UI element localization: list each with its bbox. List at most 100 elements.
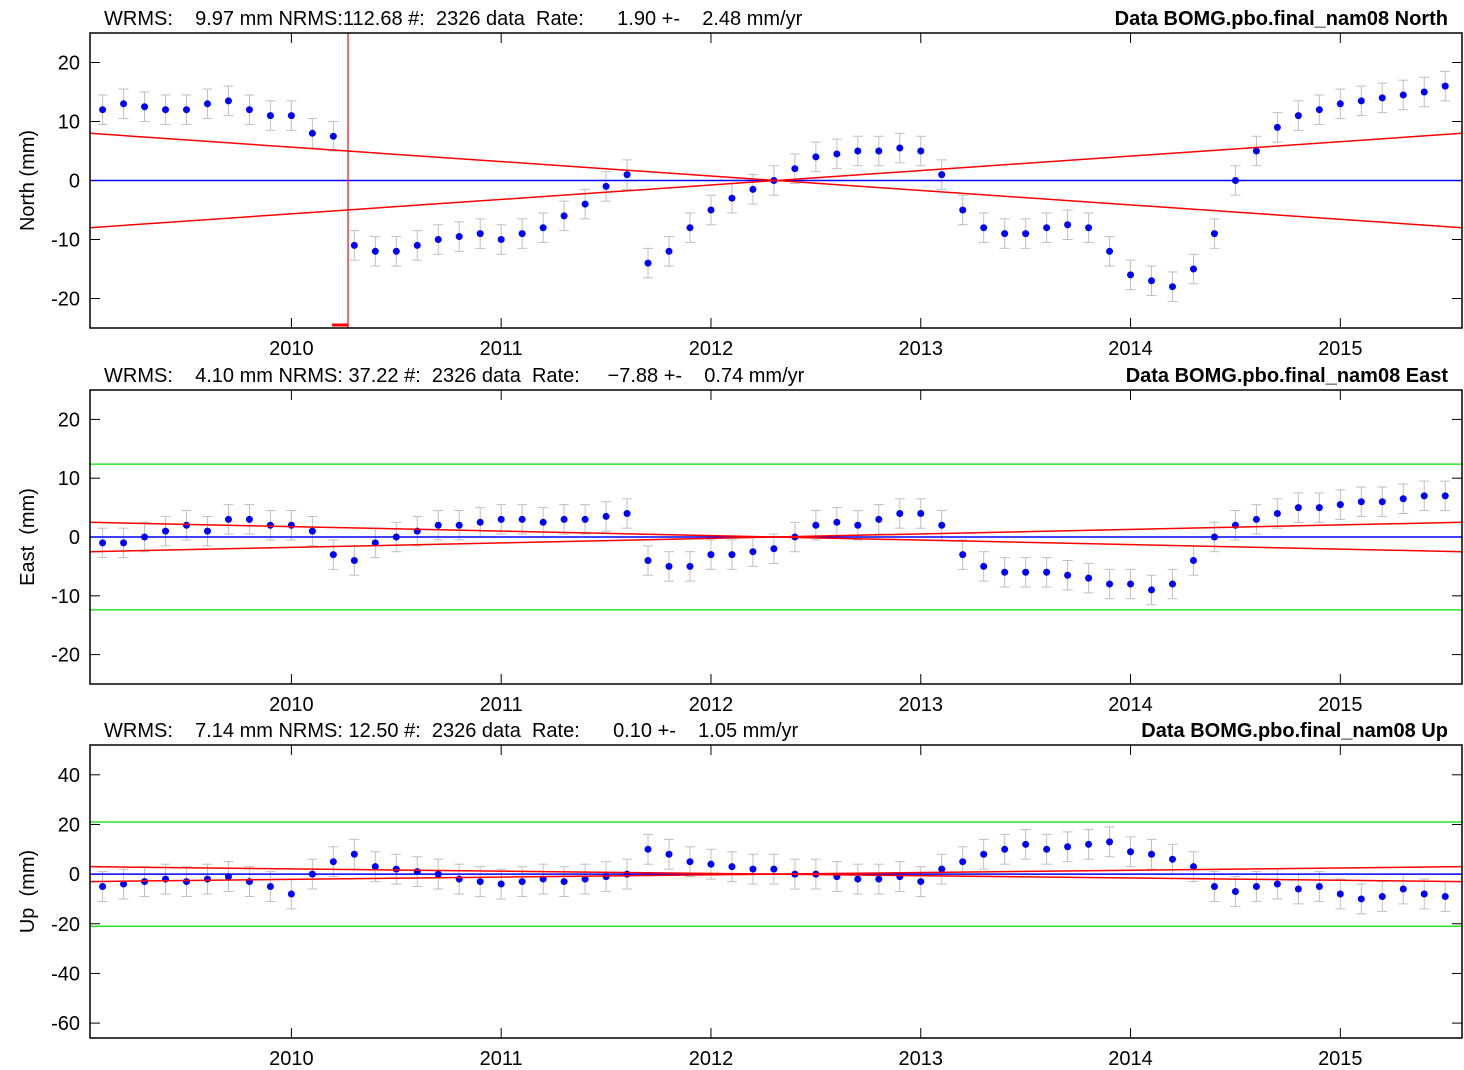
data-point [938, 521, 946, 529]
data-point [1420, 890, 1428, 898]
data-point [959, 858, 967, 866]
y-tick-label: 0 [69, 527, 80, 549]
x-tick-label: 2014 [1108, 338, 1153, 360]
y-tick-label: 20 [58, 409, 80, 431]
data-point [1252, 883, 1260, 891]
data-point [497, 880, 505, 888]
data-point [392, 865, 400, 873]
data-point [203, 100, 211, 108]
data-point [728, 551, 736, 559]
data-point [1043, 224, 1051, 232]
data-point [183, 878, 191, 886]
data-point [1336, 890, 1344, 898]
y-tick-label: -20 [51, 645, 80, 667]
data-point [350, 557, 358, 565]
data-point [1064, 843, 1072, 851]
x-tick-label: 2011 [480, 338, 523, 360]
data-point [1378, 498, 1386, 506]
data-point [1210, 883, 1218, 891]
data-point [1127, 580, 1135, 588]
data-point [1273, 509, 1281, 517]
data-point [1085, 574, 1093, 582]
x-tick-label: 2010 [269, 694, 314, 716]
data-point [875, 875, 883, 883]
plot-frame [89, 389, 1463, 685]
data-point [350, 850, 358, 858]
data-point [434, 521, 442, 529]
data-point [665, 562, 673, 570]
data-point [980, 850, 988, 858]
data-point [1252, 147, 1260, 155]
data-point [1168, 855, 1176, 863]
data-point [959, 206, 967, 214]
data-point [728, 863, 736, 871]
stats: WRMS: 7.14 mm NRMS: 12.50 #: 2326 data R… [104, 720, 799, 742]
y-axis-label: North (mm) [17, 130, 39, 231]
data-point [120, 880, 128, 888]
data-point [539, 224, 547, 232]
panel-title: Data BOMG.pbo.final_nam08 East [1126, 365, 1449, 387]
data-point [1043, 845, 1051, 853]
data-point [371, 247, 379, 255]
data-point [980, 224, 988, 232]
data-point [1441, 82, 1449, 90]
data-point [1336, 100, 1344, 108]
data-point [287, 112, 295, 120]
y-tick-label: 0 [69, 864, 80, 886]
data-point [308, 129, 316, 137]
data-point [1294, 112, 1302, 120]
data-point [183, 106, 191, 114]
data-point [1273, 123, 1281, 131]
x-tick-label: 2010 [269, 338, 314, 360]
data-point [707, 551, 715, 559]
data-point [329, 551, 337, 559]
data-point [1357, 97, 1365, 105]
data-point [371, 539, 379, 547]
y-tick-label: -60 [51, 1013, 80, 1035]
data-point [917, 878, 925, 886]
data-point [1043, 568, 1051, 576]
plot-frame [89, 32, 1463, 329]
data-point [1085, 840, 1093, 848]
stats: WRMS: 9.97 mm NRMS:112.68 #: 2326 data R… [104, 8, 803, 30]
data-point [1127, 271, 1135, 279]
data-point [1148, 586, 1156, 594]
data-point [434, 236, 442, 243]
data-point [329, 132, 337, 140]
data-point [1378, 892, 1386, 900]
data-point [245, 515, 253, 523]
data-point [854, 521, 862, 529]
data-point [266, 521, 274, 529]
data-point [1022, 568, 1030, 576]
data-point [833, 150, 841, 158]
data-point [371, 863, 379, 871]
data-point [749, 865, 757, 873]
data-point [183, 521, 191, 529]
data-point [1294, 885, 1302, 893]
data-point [560, 878, 568, 886]
data-point [959, 551, 967, 559]
data-point [455, 233, 463, 241]
data-point [162, 527, 170, 535]
data-point [938, 171, 946, 179]
data-point [476, 878, 484, 886]
data-point [224, 97, 232, 105]
data-point [1148, 277, 1156, 285]
x-tick-label: 2011 [480, 694, 523, 716]
data-point [1357, 895, 1365, 903]
data-point [329, 858, 337, 866]
data-point [665, 850, 673, 858]
data-point [686, 562, 694, 570]
data-point [476, 230, 484, 238]
data-point [1315, 883, 1323, 891]
data-point [245, 106, 253, 114]
data-point [1168, 283, 1176, 291]
data-point [1357, 498, 1365, 506]
data-point [99, 106, 107, 114]
x-tick-label: 2010 [269, 1048, 314, 1070]
x-tick-label: 2011 [480, 1048, 523, 1070]
y-tick-label: 0 [69, 171, 80, 193]
x-tick-label: 2015 [1318, 694, 1363, 716]
y-axis-label: Up (mm) [17, 850, 39, 933]
